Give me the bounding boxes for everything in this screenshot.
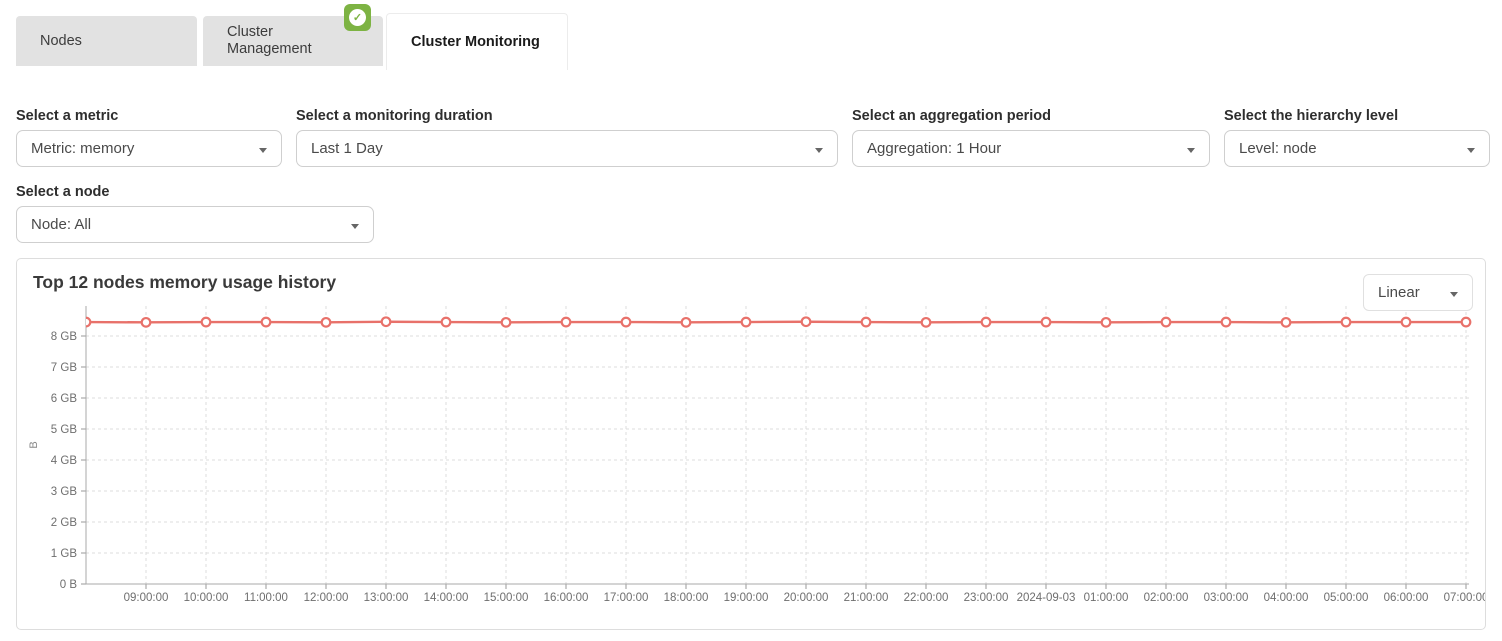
- svg-text:11:00:00: 11:00:00: [244, 592, 288, 604]
- svg-text:03:00:00: 03:00:00: [1204, 592, 1249, 604]
- svg-text:1 GB: 1 GB: [51, 548, 78, 560]
- svg-text:0 B: 0 B: [60, 579, 78, 591]
- svg-text:18:00:00: 18:00:00: [664, 592, 709, 604]
- svg-text:3 GB: 3 GB: [51, 486, 78, 498]
- duration-select-label: Select a monitoring duration: [296, 108, 493, 124]
- chevron-down-icon: [1187, 148, 1195, 153]
- memory-usage-chart: 09:00:00 10:00:00 11:00:00 12:00:00 13:00:00…: [17, 259, 1485, 627]
- svg-text:20:00:00: 20:00:00: [784, 592, 829, 604]
- svg-text:19:00:00: 19:00:00: [724, 592, 769, 604]
- tab-cluster-monitoring-label: Cluster Monitoring: [411, 34, 540, 51]
- svg-text:16:00:00: 16:00:00: [544, 592, 589, 604]
- svg-text:13:00:00: 13:00:00: [364, 592, 409, 604]
- node-select[interactable]: Node: All: [16, 206, 374, 243]
- tab-cluster-management-label: Cluster Management: [227, 24, 359, 57]
- svg-text:2024-09-03: 2024-09-03: [1017, 592, 1076, 604]
- memory-usage-panel: 09:00:00 10:00:00 11:00:00 12:00:00 13:00:00…: [16, 258, 1486, 630]
- duration-select-value: Last 1 Day: [311, 140, 383, 157]
- aggregation-select-label: Select an aggregation period: [852, 108, 1051, 124]
- svg-text:21:00:00: 21:00:00: [844, 592, 889, 604]
- duration-select[interactable]: Last 1 Day: [296, 130, 838, 167]
- svg-text:02:00:00: 02:00:00: [1144, 592, 1189, 604]
- metric-select-value: Metric: memory: [31, 140, 134, 157]
- check-icon: ✓: [349, 9, 366, 26]
- svg-text:17:00:00: 17:00:00: [604, 592, 649, 604]
- scale-select[interactable]: Linear: [1363, 274, 1473, 311]
- aggregation-select-value: Aggregation: 1 Hour: [867, 140, 1001, 157]
- chart-title: Top 12 nodes memory usage history: [33, 272, 336, 293]
- svg-text:5 GB: 5 GB: [51, 424, 78, 436]
- chevron-down-icon: [1467, 148, 1475, 153]
- svg-text:06:00:00: 06:00:00: [1384, 592, 1429, 604]
- tab-cluster-monitoring[interactable]: Cluster Monitoring: [386, 13, 568, 70]
- svg-text:04:00:00: 04:00:00: [1264, 592, 1309, 604]
- svg-text:14:00:00: 14:00:00: [424, 592, 469, 604]
- tab-nodes[interactable]: Nodes: [16, 16, 197, 66]
- svg-text:10:00:00: 10:00:00: [184, 592, 229, 604]
- metric-select[interactable]: Metric: memory: [16, 130, 282, 167]
- hierarchy-level-select-value: Level: node: [1239, 140, 1317, 157]
- svg-text:2 GB: 2 GB: [51, 517, 78, 529]
- svg-text:07:00:00: 07:00:00: [1444, 592, 1485, 604]
- svg-text:09:00:00: 09:00:00: [124, 592, 169, 604]
- chevron-down-icon: [351, 224, 359, 229]
- svg-text:6 GB: 6 GB: [51, 393, 78, 405]
- svg-text:8 GB: 8 GB: [51, 331, 78, 343]
- svg-text:7 GB: 7 GB: [51, 362, 78, 374]
- svg-text:15:00:00: 15:00:00: [484, 592, 529, 604]
- svg-text:B: B: [28, 441, 40, 448]
- tab-nodes-label: Nodes: [40, 33, 82, 50]
- metric-select-label: Select a metric: [16, 108, 118, 124]
- aggregation-select[interactable]: Aggregation: 1 Hour: [852, 130, 1210, 167]
- node-select-label: Select a node: [16, 184, 109, 200]
- hierarchy-level-select[interactable]: Level: node: [1224, 130, 1490, 167]
- node-select-value: Node: All: [31, 216, 91, 233]
- svg-text:12:00:00: 12:00:00: [304, 592, 349, 604]
- chevron-down-icon: [1450, 292, 1458, 297]
- svg-text:01:00:00: 01:00:00: [1084, 592, 1129, 604]
- svg-text:22:00:00: 22:00:00: [904, 592, 949, 604]
- svg-text:23:00:00: 23:00:00: [964, 592, 1009, 604]
- scale-select-value: Linear: [1378, 284, 1420, 301]
- cluster-health-badge: ✓: [344, 4, 371, 31]
- chevron-down-icon: [815, 148, 823, 153]
- chevron-down-icon: [259, 148, 267, 153]
- svg-text:4 GB: 4 GB: [51, 455, 78, 467]
- hierarchy-level-select-label: Select the hierarchy level: [1224, 108, 1398, 124]
- svg-text:05:00:00: 05:00:00: [1324, 592, 1369, 604]
